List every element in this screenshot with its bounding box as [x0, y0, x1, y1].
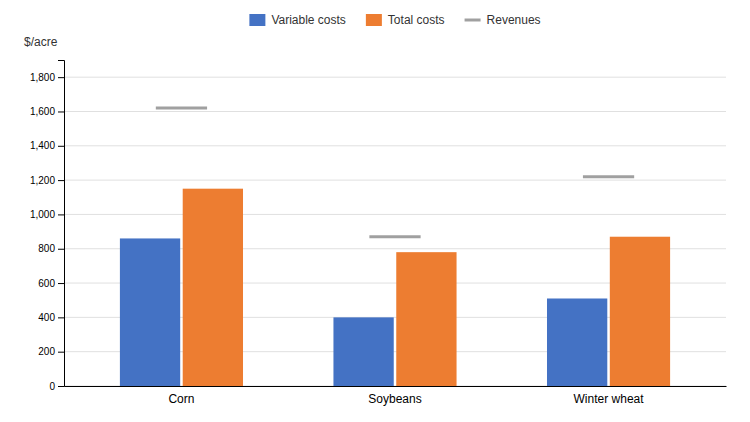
bar: [610, 237, 670, 386]
y-tick-label: 0: [49, 381, 55, 392]
legend: Variable costs Total costs Revenues: [249, 13, 540, 27]
y-tick-label: 400: [38, 312, 55, 323]
y-tick-label: 1,600: [30, 106, 55, 117]
y-tick-mark: [58, 317, 64, 318]
revenue-marker: [156, 107, 207, 110]
y-tick: 600: [38, 278, 64, 289]
plot-area: [120, 108, 670, 386]
legend-item: Revenues: [465, 13, 541, 27]
y-tick-label: 200: [38, 346, 55, 357]
revenue-marker: [583, 175, 634, 178]
legend-item: Variable costs: [249, 13, 345, 27]
bar: [396, 252, 456, 386]
legend-label: Total costs: [388, 13, 445, 27]
legend-label: Revenues: [487, 13, 541, 27]
marker-series: [156, 108, 634, 237]
y-axis-title: $/acre: [24, 35, 58, 49]
y-axis-line: [58, 61, 65, 387]
y-tick: 1,200: [30, 175, 64, 186]
y-tick-label: 600: [38, 278, 55, 289]
y-tick-mark: [58, 249, 64, 250]
legend-label: Variable costs: [271, 13, 345, 27]
y-tick: 0: [49, 381, 64, 392]
y-tick-mark: [58, 386, 64, 387]
y-tick-mark: [58, 146, 64, 147]
y-tick-mark: [58, 180, 64, 181]
x-tick: Soybeans: [368, 386, 421, 406]
y-tick-label: 1,200: [30, 175, 55, 186]
y-tick-label: 1,000: [30, 209, 55, 220]
x-tick-label: Soybeans: [368, 392, 421, 406]
x-axis: Corn Soybeans Winter wheat: [65, 386, 727, 406]
legend-item: Total costs: [366, 13, 445, 27]
bar: [183, 189, 243, 386]
y-tick: 200: [38, 346, 64, 357]
y-tick: 400: [38, 312, 64, 323]
grid-line: [64, 77, 726, 78]
y-tick-mark: [58, 111, 64, 112]
y-tick-mark: [58, 77, 64, 78]
grid-line: [64, 214, 726, 215]
x-tick-label: Winter wheat: [574, 392, 645, 406]
legend-swatch: [366, 14, 382, 26]
y-tick: 1,600: [30, 106, 64, 117]
legend-swatch: [249, 14, 265, 26]
chart: 0 200 400 600 800 1,000 1,200 1,400 1,600 1,800 Co…: [0, 0, 750, 422]
bar-series: [183, 189, 670, 386]
y-tick: 1,400: [30, 140, 64, 151]
y-axis: 0 200 400 600 800 1,000 1,200 1,400 1,600 1,800: [30, 61, 65, 392]
y-tick: 1,800: [30, 72, 64, 83]
y-tick-label: 800: [38, 243, 55, 254]
grid-line: [64, 111, 726, 112]
y-tick-mark: [58, 214, 64, 215]
bar: [120, 238, 180, 386]
grid-line: [64, 180, 726, 181]
y-tick-mark: [58, 352, 64, 353]
revenue-marker: [369, 235, 420, 238]
x-tick-label: Corn: [168, 392, 194, 406]
legend-swatch: [465, 19, 481, 22]
y-tick: 1,000: [30, 209, 64, 220]
y-tick: 800: [38, 243, 64, 254]
bar: [547, 298, 607, 386]
x-tick: Winter wheat: [574, 386, 645, 406]
x-axis-line: [65, 386, 727, 387]
y-tick-mark: [58, 283, 64, 284]
x-tick: Corn: [168, 386, 194, 406]
y-tick-label: 1,400: [30, 140, 55, 151]
bar: [333, 317, 393, 386]
grid-line: [64, 145, 726, 146]
y-tick-label: 1,800: [30, 72, 55, 83]
grid: [64, 77, 726, 386]
